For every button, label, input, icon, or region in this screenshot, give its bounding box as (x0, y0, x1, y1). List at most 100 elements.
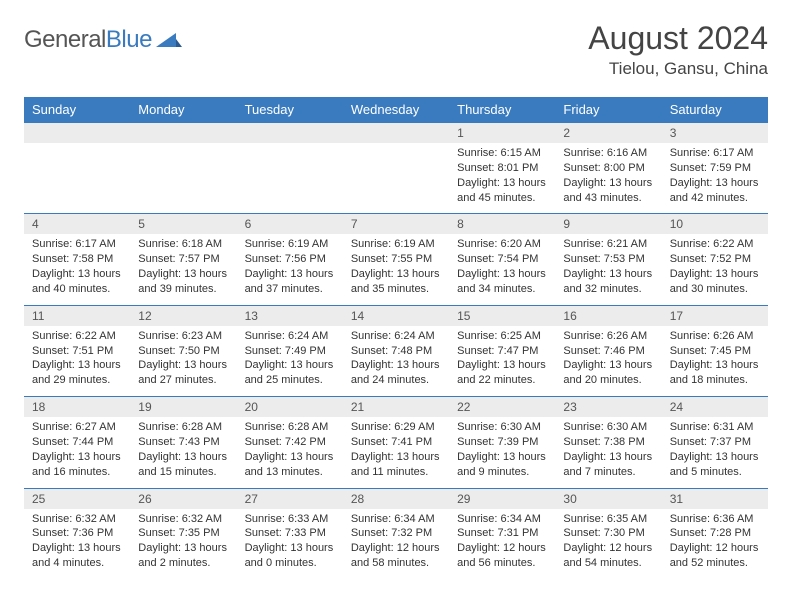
daylight-text: Daylight: 13 hours and 2 minutes. (138, 541, 228, 571)
day-details: Sunrise: 6:26 AMSunset: 7:46 PMDaylight:… (555, 326, 661, 397)
day-number: 12 (130, 305, 236, 326)
day-details: Sunrise: 6:27 AMSunset: 7:44 PMDaylight:… (24, 417, 130, 488)
sunset-text: Sunset: 8:00 PM (563, 161, 653, 176)
weekday-header: Friday (555, 97, 661, 123)
weekday-header: Wednesday (343, 97, 449, 123)
sunset-text: Sunset: 7:52 PM (670, 252, 760, 267)
day-details: Sunrise: 6:32 AMSunset: 7:35 PMDaylight:… (130, 509, 236, 579)
daylight-text: Daylight: 13 hours and 43 minutes. (563, 176, 653, 206)
day-number: 30 (555, 488, 661, 509)
day-details: Sunrise: 6:17 AMSunset: 7:59 PMDaylight:… (662, 143, 768, 214)
day-number-row: 25262728293031 (24, 488, 768, 509)
day-number (24, 123, 130, 144)
day-number: 16 (555, 305, 661, 326)
sunset-text: Sunset: 7:30 PM (563, 526, 653, 541)
sunrise-text: Sunrise: 6:27 AM (32, 420, 122, 435)
sunrise-text: Sunrise: 6:28 AM (245, 420, 335, 435)
sunrise-text: Sunrise: 6:17 AM (670, 146, 760, 161)
day-number: 5 (130, 214, 236, 235)
sunset-text: Sunset: 7:55 PM (351, 252, 441, 267)
day-number: 4 (24, 214, 130, 235)
sunset-text: Sunset: 7:49 PM (245, 344, 335, 359)
day-details: Sunrise: 6:19 AMSunset: 7:55 PMDaylight:… (343, 234, 449, 305)
sunset-text: Sunset: 7:59 PM (670, 161, 760, 176)
logo-text: GeneralBlue (24, 26, 152, 54)
day-number: 20 (237, 397, 343, 418)
weekday-header: Thursday (449, 97, 555, 123)
day-details: Sunrise: 6:30 AMSunset: 7:39 PMDaylight:… (449, 417, 555, 488)
daylight-text: Daylight: 12 hours and 58 minutes. (351, 541, 441, 571)
sunrise-text: Sunrise: 6:28 AM (138, 420, 228, 435)
day-number-row: 123 (24, 123, 768, 144)
day-number: 3 (662, 123, 768, 144)
day-details: Sunrise: 6:28 AMSunset: 7:42 PMDaylight:… (237, 417, 343, 488)
day-details: Sunrise: 6:31 AMSunset: 7:37 PMDaylight:… (662, 417, 768, 488)
sunrise-text: Sunrise: 6:32 AM (138, 512, 228, 527)
daylight-text: Daylight: 13 hours and 32 minutes. (563, 267, 653, 297)
daylight-text: Daylight: 13 hours and 11 minutes. (351, 450, 441, 480)
day-details: Sunrise: 6:33 AMSunset: 7:33 PMDaylight:… (237, 509, 343, 579)
day-number: 26 (130, 488, 236, 509)
day-details: Sunrise: 6:22 AMSunset: 7:52 PMDaylight:… (662, 234, 768, 305)
sunrise-text: Sunrise: 6:26 AM (563, 329, 653, 344)
sunrise-text: Sunrise: 6:34 AM (457, 512, 547, 527)
sunset-text: Sunset: 7:58 PM (32, 252, 122, 267)
day-details: Sunrise: 6:36 AMSunset: 7:28 PMDaylight:… (662, 509, 768, 579)
day-number: 29 (449, 488, 555, 509)
day-number: 24 (662, 397, 768, 418)
header: GeneralBlue August 2024 Tielou, Gansu, C… (24, 20, 768, 79)
sunset-text: Sunset: 7:37 PM (670, 435, 760, 450)
daylight-text: Daylight: 13 hours and 4 minutes. (32, 541, 122, 571)
sunset-text: Sunset: 7:51 PM (32, 344, 122, 359)
sunrise-text: Sunrise: 6:30 AM (563, 420, 653, 435)
daylight-text: Daylight: 13 hours and 15 minutes. (138, 450, 228, 480)
day-number: 22 (449, 397, 555, 418)
daylight-text: Daylight: 12 hours and 56 minutes. (457, 541, 547, 571)
day-details: Sunrise: 6:30 AMSunset: 7:38 PMDaylight:… (555, 417, 661, 488)
day-detail-row: Sunrise: 6:32 AMSunset: 7:36 PMDaylight:… (24, 509, 768, 579)
weekday-header-row: SundayMondayTuesdayWednesdayThursdayFrid… (24, 97, 768, 123)
sunset-text: Sunset: 7:57 PM (138, 252, 228, 267)
daylight-text: Daylight: 13 hours and 9 minutes. (457, 450, 547, 480)
day-details: Sunrise: 6:34 AMSunset: 7:32 PMDaylight:… (343, 509, 449, 579)
daylight-text: Daylight: 13 hours and 5 minutes. (670, 450, 760, 480)
sunrise-text: Sunrise: 6:35 AM (563, 512, 653, 527)
daylight-text: Daylight: 13 hours and 40 minutes. (32, 267, 122, 297)
sunrise-text: Sunrise: 6:20 AM (457, 237, 547, 252)
sunrise-text: Sunrise: 6:22 AM (32, 329, 122, 344)
sunrise-text: Sunrise: 6:36 AM (670, 512, 760, 527)
daylight-text: Daylight: 13 hours and 22 minutes. (457, 358, 547, 388)
weekday-header: Saturday (662, 97, 768, 123)
day-number: 31 (662, 488, 768, 509)
day-details: Sunrise: 6:26 AMSunset: 7:45 PMDaylight:… (662, 326, 768, 397)
day-detail-row: Sunrise: 6:17 AMSunset: 7:58 PMDaylight:… (24, 234, 768, 305)
sunset-text: Sunset: 7:54 PM (457, 252, 547, 267)
sunset-text: Sunset: 7:50 PM (138, 344, 228, 359)
daylight-text: Daylight: 13 hours and 25 minutes. (245, 358, 335, 388)
daylight-text: Daylight: 13 hours and 0 minutes. (245, 541, 335, 571)
day-details: Sunrise: 6:18 AMSunset: 7:57 PMDaylight:… (130, 234, 236, 305)
daylight-text: Daylight: 13 hours and 24 minutes. (351, 358, 441, 388)
day-number: 17 (662, 305, 768, 326)
day-details: Sunrise: 6:19 AMSunset: 7:56 PMDaylight:… (237, 234, 343, 305)
sunrise-text: Sunrise: 6:19 AM (351, 237, 441, 252)
weekday-header: Sunday (24, 97, 130, 123)
day-number (343, 123, 449, 144)
daylight-text: Daylight: 13 hours and 13 minutes. (245, 450, 335, 480)
sunset-text: Sunset: 7:43 PM (138, 435, 228, 450)
sunrise-text: Sunrise: 6:17 AM (32, 237, 122, 252)
day-number (130, 123, 236, 144)
day-details: Sunrise: 6:17 AMSunset: 7:58 PMDaylight:… (24, 234, 130, 305)
sunset-text: Sunset: 7:53 PM (563, 252, 653, 267)
day-number (237, 123, 343, 144)
logo: GeneralBlue (24, 20, 182, 54)
daylight-text: Daylight: 13 hours and 45 minutes. (457, 176, 547, 206)
sunrise-text: Sunrise: 6:29 AM (351, 420, 441, 435)
sunset-text: Sunset: 7:56 PM (245, 252, 335, 267)
daylight-text: Daylight: 13 hours and 18 minutes. (670, 358, 760, 388)
sunset-text: Sunset: 7:38 PM (563, 435, 653, 450)
daylight-text: Daylight: 12 hours and 52 minutes. (670, 541, 760, 571)
day-details: Sunrise: 6:32 AMSunset: 7:36 PMDaylight:… (24, 509, 130, 579)
daylight-text: Daylight: 13 hours and 30 minutes. (670, 267, 760, 297)
sunrise-text: Sunrise: 6:15 AM (457, 146, 547, 161)
